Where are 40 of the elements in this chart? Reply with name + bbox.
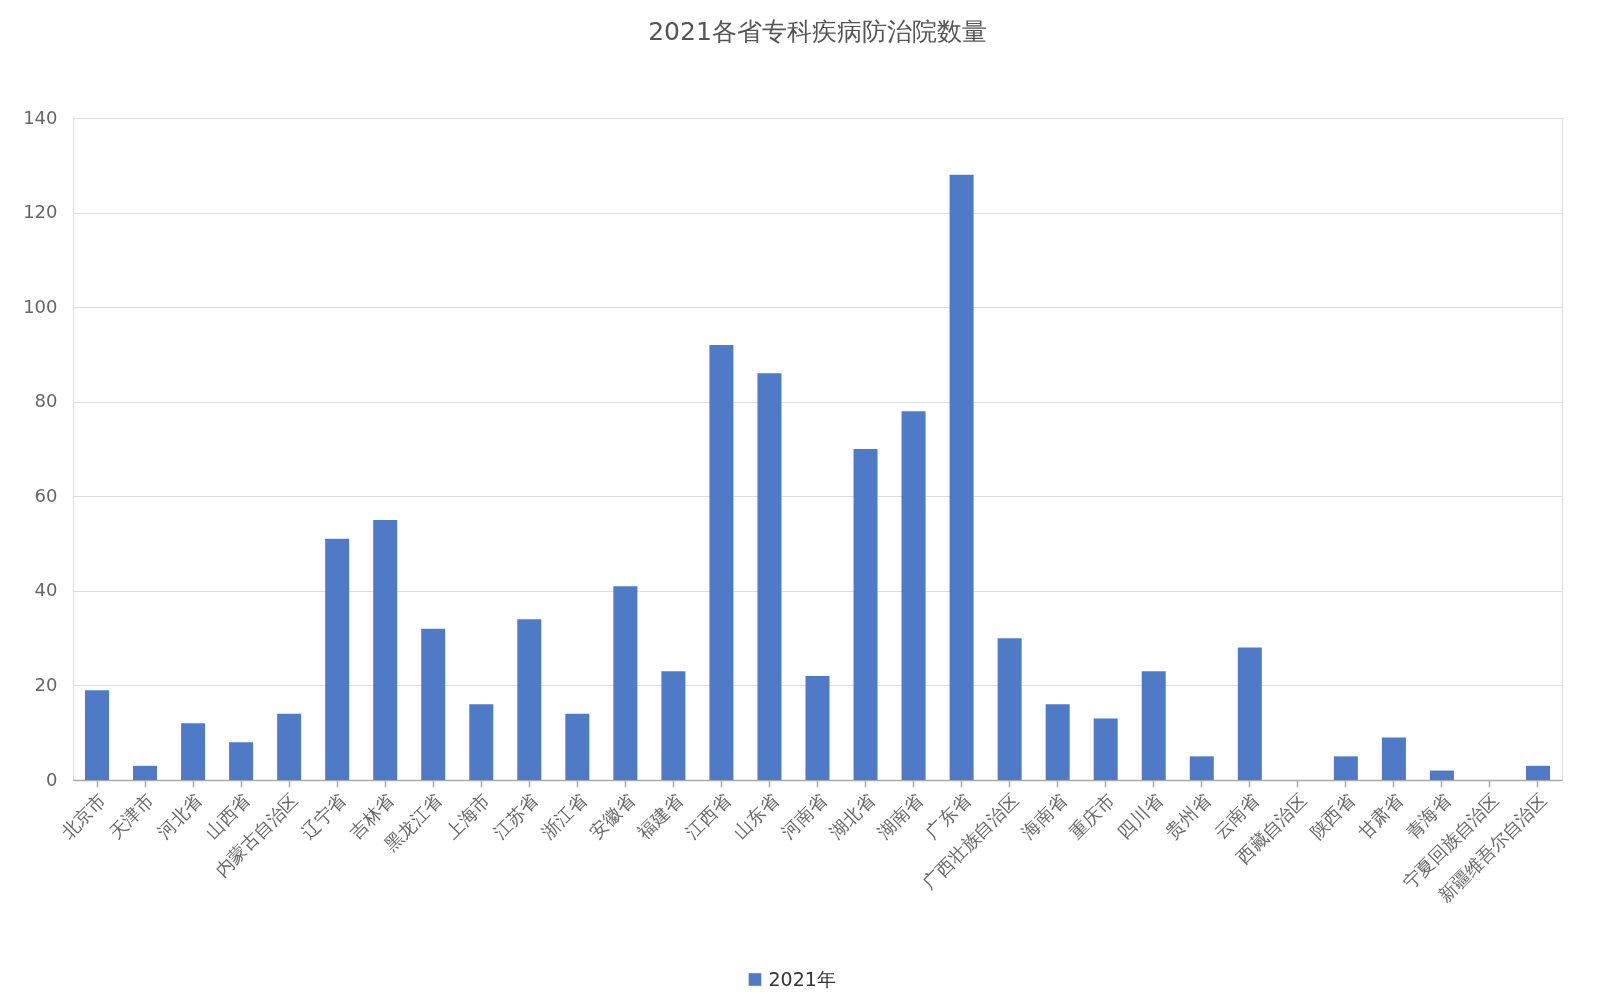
bar xyxy=(181,723,206,780)
bar xyxy=(85,690,110,780)
y-tick-label: 20 xyxy=(34,673,58,695)
bar xyxy=(325,538,350,780)
bar xyxy=(805,675,830,780)
bar xyxy=(1237,647,1262,780)
bar xyxy=(661,671,686,780)
bar xyxy=(517,619,542,780)
bar xyxy=(1333,756,1358,780)
legend-label: 2021年 xyxy=(768,967,836,990)
bar xyxy=(997,638,1022,780)
bar xyxy=(1045,704,1070,780)
y-tick-label: 40 xyxy=(34,579,58,601)
bar xyxy=(949,174,974,780)
bar xyxy=(277,713,302,780)
bar xyxy=(1525,765,1550,780)
bar xyxy=(1189,756,1214,780)
bar xyxy=(709,344,734,780)
chart-title: 2021各省专科疾病防治院数量 xyxy=(648,17,987,46)
bar xyxy=(1429,770,1454,780)
bar xyxy=(373,519,398,780)
y-tick-label: 120 xyxy=(23,201,58,223)
bar xyxy=(229,742,254,780)
y-tick-label: 0 xyxy=(46,768,58,790)
y-tick-label: 80 xyxy=(34,390,58,412)
bar xyxy=(1141,671,1166,780)
bar xyxy=(853,449,878,780)
bar xyxy=(565,713,590,780)
bar xyxy=(613,586,638,780)
bar xyxy=(1093,718,1118,780)
y-tick-label: 140 xyxy=(23,106,58,128)
y-tick-label: 60 xyxy=(34,484,58,506)
bar xyxy=(901,411,926,780)
bar xyxy=(469,704,494,780)
x-tick-label: 四川省 xyxy=(1113,789,1167,843)
bar xyxy=(757,373,782,780)
bar xyxy=(133,765,158,780)
bar xyxy=(421,628,446,780)
y-tick-label: 100 xyxy=(23,295,58,317)
bar xyxy=(1381,737,1406,780)
